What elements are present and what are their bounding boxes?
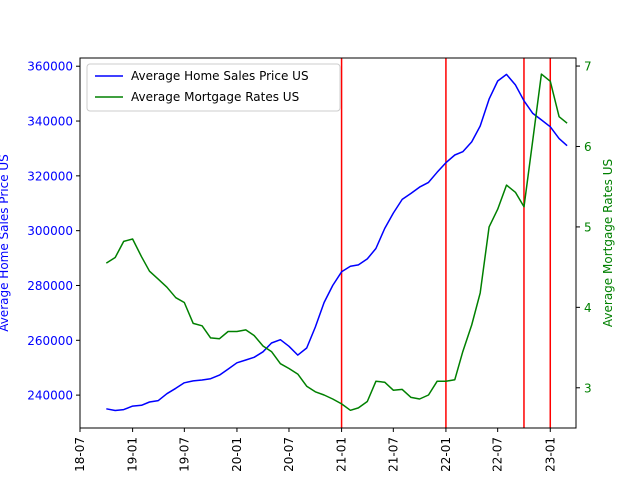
vertical-markers [340, 58, 552, 428]
right-y-tick-label: 7 [584, 60, 592, 74]
x-tick-label: 18-07 [73, 437, 87, 472]
left-y-axis-title: Average Home Sales Price US [0, 154, 11, 332]
left-y-tick-label: 240000 [27, 389, 73, 403]
x-tick-label: 20-07 [282, 437, 296, 472]
right-y-axis: 3 4 5 6 7 [576, 60, 592, 395]
legend-label-mortgage-rate: Average Mortgage Rates US [131, 90, 299, 104]
left-y-axis: 240000 260000 280000 300000 320000 340000 3600… [27, 60, 80, 403]
left-y-tick-label: 280000 [27, 279, 73, 293]
x-tick-label: 21-07 [386, 437, 400, 472]
right-y-tick-label: 4 [584, 301, 592, 315]
left-y-tick-label: 320000 [27, 169, 73, 183]
left-y-tick-label: 360000 [27, 60, 73, 74]
left-y-tick-label: 300000 [27, 224, 73, 238]
x-tick-label: 21-01 [335, 437, 349, 472]
x-tick-label: 22-07 [491, 437, 505, 472]
legend: Average Home Sales Price US Average Mort… [86, 63, 341, 112]
x-tick-label: 19-07 [177, 437, 191, 472]
series-lines [105, 73, 568, 412]
series-line-home-price [106, 73, 568, 412]
x-tick-label: 19-01 [126, 437, 140, 472]
left-y-tick-label: 340000 [27, 115, 73, 129]
x-tick-label: 23-01 [543, 437, 557, 472]
legend-box [86, 63, 341, 112]
left-y-tick-label: 260000 [27, 334, 73, 348]
right-y-tick-label: 5 [584, 220, 592, 234]
x-tick-label: 22-01 [439, 437, 453, 472]
series-line-mortgage-rate [105, 73, 568, 412]
plot-frame [79, 57, 577, 429]
right-y-tick-label: 3 [584, 381, 592, 395]
right-y-axis-title: Average Mortgage Rates US [601, 159, 615, 327]
x-tick-label: 20-01 [230, 437, 244, 472]
right-y-tick-label: 6 [584, 140, 592, 154]
legend-label-home-price: Average Home Sales Price US [131, 69, 309, 83]
x-axis: 18-07 19-01 19-07 20-01 20-07 21-01 21-07 22-01… [73, 428, 557, 472]
